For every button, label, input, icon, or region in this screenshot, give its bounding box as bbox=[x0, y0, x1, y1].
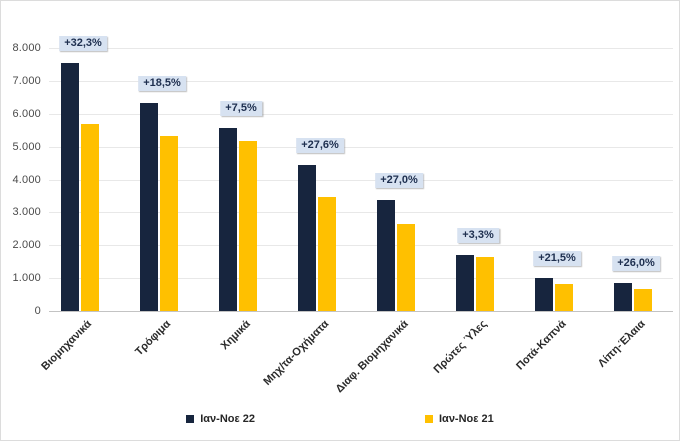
bar-ian-noe-21 bbox=[239, 141, 257, 311]
percent-change-label: +27,6% bbox=[296, 138, 344, 153]
bar-ian-noe-22 bbox=[377, 200, 395, 311]
gridline bbox=[49, 212, 673, 213]
gridline bbox=[49, 278, 673, 279]
gridline bbox=[49, 147, 673, 148]
x-category-label: Χημικά bbox=[218, 318, 253, 353]
legend: Ιαν-Νοε 22 Ιαν-Νοε 21 bbox=[1, 410, 679, 428]
x-category-label: Πρώτες Ύλες bbox=[431, 318, 490, 376]
legend-swatch-ian-noe-21 bbox=[425, 415, 433, 423]
percent-change-label: +32,3% bbox=[59, 36, 107, 51]
y-axis-tick-label: 3.000 bbox=[12, 206, 41, 218]
bar-ian-noe-22 bbox=[456, 255, 474, 311]
bar-ian-noe-22 bbox=[61, 63, 79, 311]
bar-ian-noe-22 bbox=[298, 165, 316, 311]
bar-ian-noe-21 bbox=[555, 284, 573, 311]
bar-ian-noe-21 bbox=[81, 124, 99, 311]
bar-ian-noe-22 bbox=[535, 278, 553, 311]
percent-change-label: +27,0% bbox=[375, 173, 423, 188]
x-category-label: Ποτά-Καπνά bbox=[513, 318, 569, 373]
y-axis-tick-label: 7.000 bbox=[12, 75, 41, 87]
gridline bbox=[49, 81, 673, 82]
x-category-label: Λίπη-Έλαια bbox=[595, 318, 648, 370]
legend-item-ian-noe-21: Ιαν-Νοε 21 bbox=[425, 413, 494, 425]
y-axis-tick-label: 6.000 bbox=[12, 108, 41, 120]
bar-ian-noe-22 bbox=[219, 128, 237, 311]
x-category-label: Τρόφιμα bbox=[133, 318, 174, 359]
y-axis-tick-label: 1.000 bbox=[12, 272, 41, 284]
bar-ian-noe-22 bbox=[140, 103, 158, 311]
gridline bbox=[49, 48, 673, 49]
bar-ian-noe-21 bbox=[318, 197, 336, 311]
y-axis-tick-label: 8.000 bbox=[12, 42, 41, 54]
x-category-label: Μηχ/τα-Οχήματα bbox=[261, 318, 332, 388]
percent-change-label: +7,5% bbox=[220, 101, 262, 116]
legend-label-ian-noe-22: Ιαν-Νοε 22 bbox=[200, 413, 255, 425]
y-axis-tick-label: 5.000 bbox=[12, 141, 41, 153]
gridline bbox=[49, 114, 673, 115]
bar-ian-noe-21 bbox=[476, 257, 494, 311]
percent-change-label: +26,0% bbox=[612, 256, 660, 271]
legend-item-ian-noe-22: Ιαν-Νοε 22 bbox=[186, 413, 255, 425]
y-axis-tick-label: 0 bbox=[34, 305, 41, 317]
percent-change-label: +18,5% bbox=[138, 76, 186, 91]
bar-ian-noe-21 bbox=[397, 224, 415, 311]
bar-ian-noe-22 bbox=[614, 283, 632, 311]
bar-ian-noe-21 bbox=[160, 136, 178, 311]
x-axis-line bbox=[49, 311, 673, 312]
x-category-label: Διαφ. Βιομηχανικά bbox=[333, 318, 411, 396]
gridline bbox=[49, 180, 673, 181]
percent-change-label: +3,3% bbox=[457, 228, 499, 243]
gridline bbox=[49, 245, 673, 246]
y-axis-tick-label: 2.000 bbox=[12, 239, 41, 251]
bar-ian-noe-21 bbox=[634, 289, 652, 311]
legend-swatch-ian-noe-22 bbox=[186, 415, 195, 423]
x-category-label: Βιομηχανικά bbox=[39, 318, 95, 373]
y-axis-tick-label: 4.000 bbox=[12, 174, 41, 186]
percent-change-label: +21,5% bbox=[533, 251, 581, 266]
legend-label-ian-noe-21: Ιαν-Νοε 21 bbox=[439, 413, 494, 425]
